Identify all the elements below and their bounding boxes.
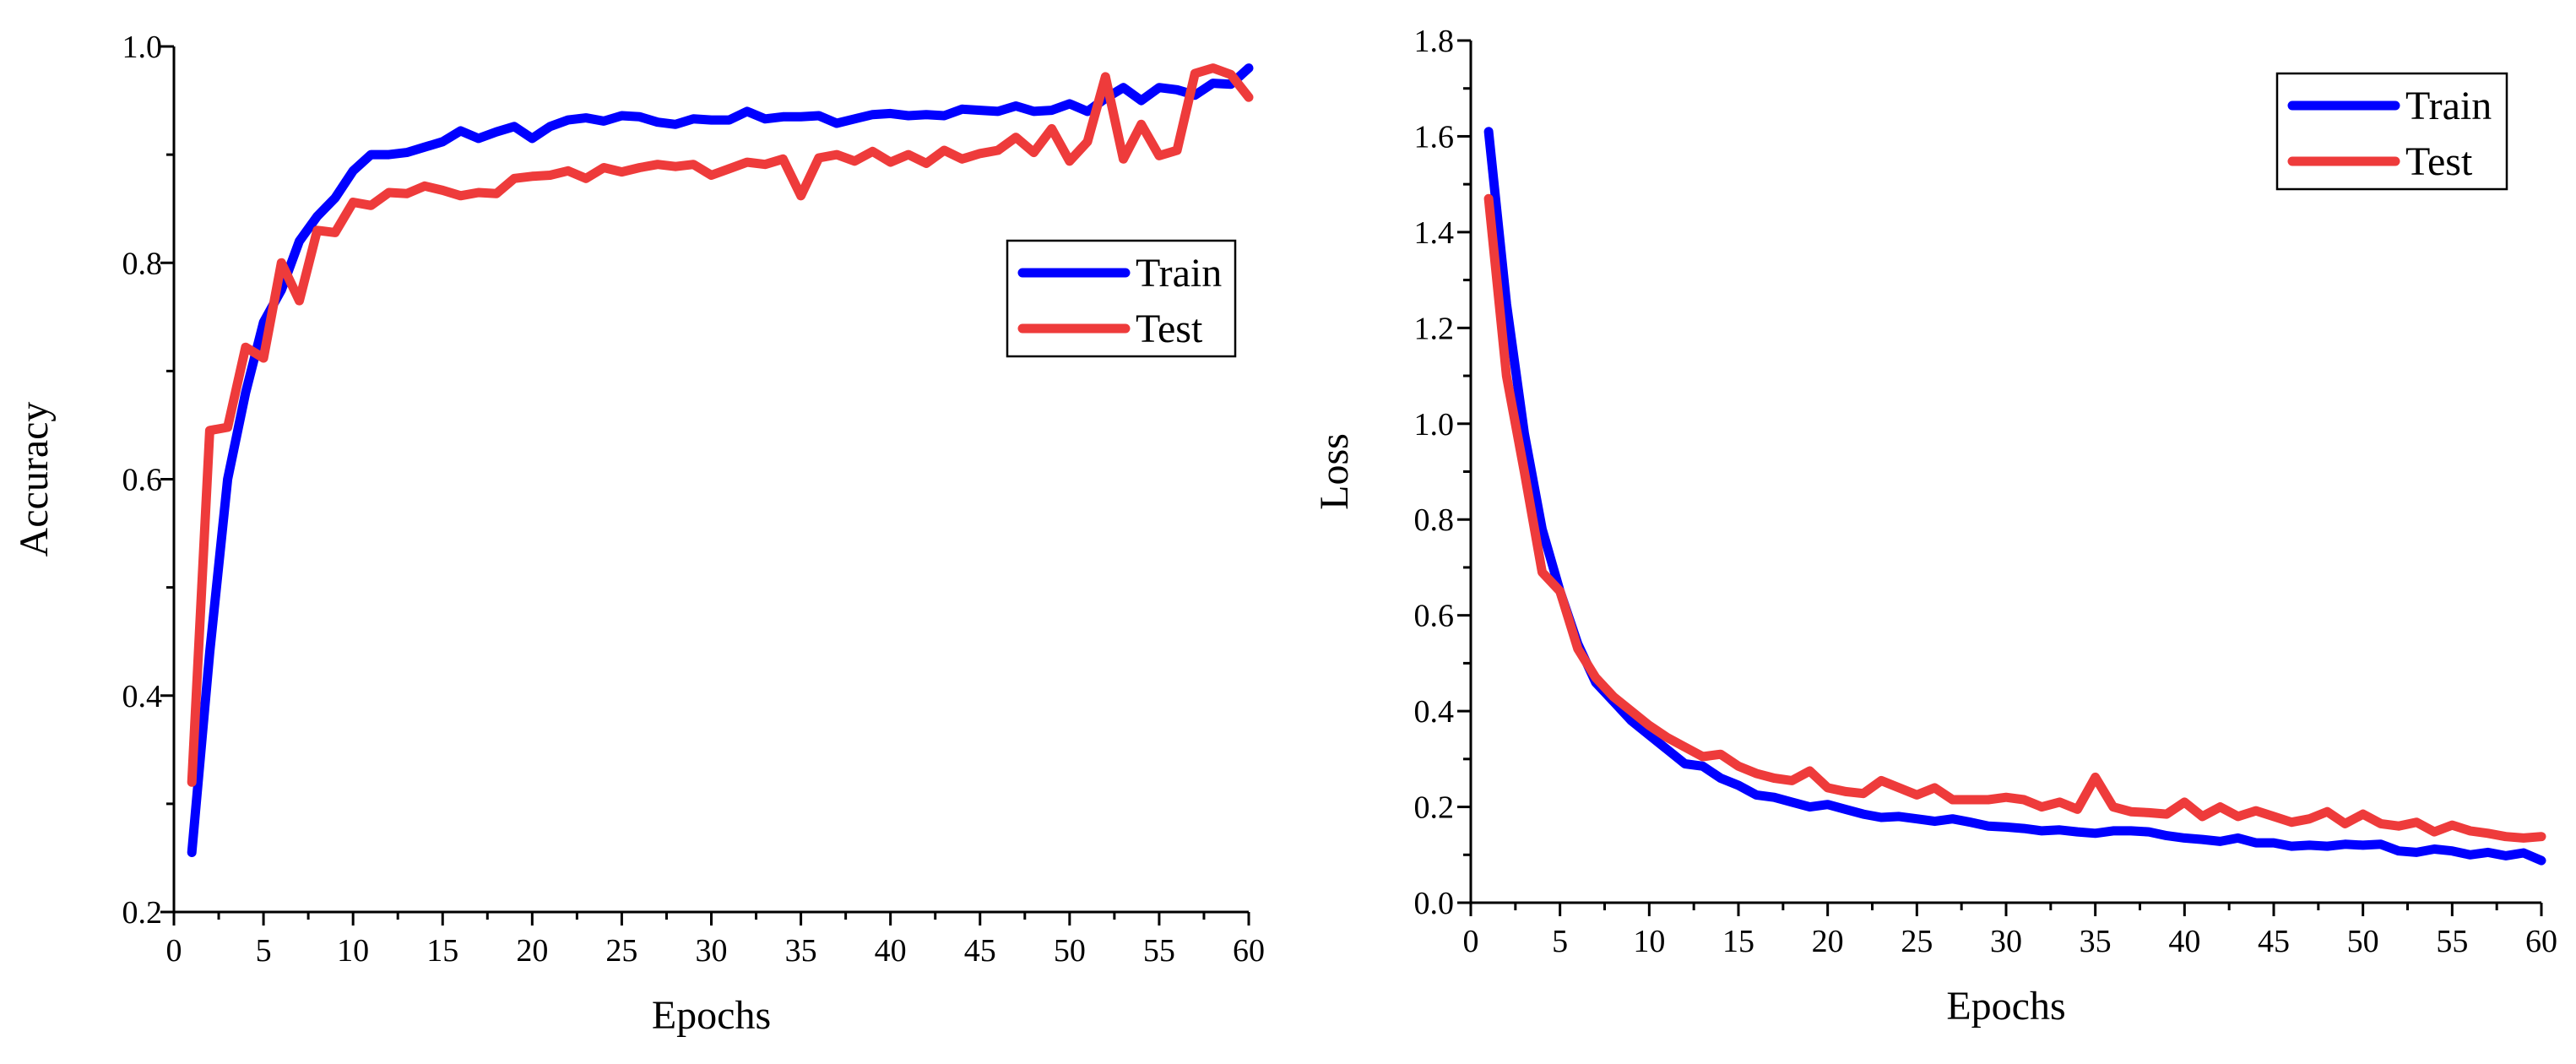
y-tick-label: 0.4 [122,679,163,714]
y-tick-label: 1.0 [1414,407,1455,442]
x-tick-label: 55 [1143,933,1175,969]
y-tick-label: 0.8 [1414,502,1455,538]
legend-label-test: Test [1136,307,1203,351]
y-tick-label: 1.8 [1414,24,1455,59]
x-tick-label: 5 [1552,924,1568,959]
x-tick-label: 40 [875,933,907,969]
y-tick-label: 1.6 [1414,119,1455,155]
x-tick-label: 20 [516,933,548,969]
x-tick-label: 40 [2168,924,2200,959]
loss-chart: 0 5 10 15 20 25 30 35 40 45 50 55 60 0.0 0.2 0.4 0.6 0.8 1… [1312,24,2557,1029]
series-line-test [187,63,1254,787]
x-tick-label: 25 [1901,924,1933,959]
x-tick-label: 25 [605,933,637,969]
x-axis-title: Epochs [652,993,771,1038]
legend-label-test: Test [2405,139,2473,184]
legend-box [1006,239,1237,358]
x-tick-label: 50 [2347,924,2379,959]
y-tick-label: 0.8 [122,246,163,281]
x-tick-label: 60 [1233,933,1265,969]
x-axis-title: Epochs [1946,984,2065,1029]
y-axis-title: Loss [1312,433,1357,510]
x-tick-label: 45 [964,933,996,969]
legend-label-train: Train [2405,84,2492,128]
legend-label-train: Train [1136,251,1222,296]
legend-box [2275,72,2508,191]
x-tick-label: 0 [1463,924,1479,959]
x-tick-label: 5 [256,933,272,969]
series-line-train [187,63,1254,857]
y-tick-label: 1.4 [1414,215,1455,251]
y-tick-label: 1.2 [1414,311,1455,346]
y-tick-label: 0.6 [1414,599,1455,634]
y-tick-label: 0.2 [1414,790,1455,826]
x-tick-label: 0 [166,933,182,969]
accuracy-chart: 0 5 10 15 20 25 30 35 40 45 50 55 60 0.2 0.4 0.6 0.8 1.0 E… [12,30,1265,1038]
x-tick-label: 35 [2080,924,2112,959]
series-line-train [1483,127,2546,866]
x-tick-label: 30 [696,933,728,969]
x-tick-label: 35 [785,933,817,969]
x-tick-label: 15 [426,933,458,969]
y-tick-label: 0.6 [122,463,163,498]
x-tick-label: 10 [1633,924,1665,959]
x-tick-label: 15 [1722,924,1754,959]
y-tick-label: 0.2 [122,895,163,931]
series-line-test [1483,193,2546,843]
y-axis-title: Accuracy [12,402,57,557]
legend: Train Test [1006,239,1237,358]
x-tick-label: 45 [2258,924,2290,959]
x-tick-label: 50 [1054,933,1086,969]
y-tick-label: 0.0 [1414,886,1455,921]
x-tick-label: 20 [1812,924,1844,959]
y-tick-label: 0.4 [1414,694,1455,730]
x-tick-label: 10 [337,933,369,969]
x-tick-label: 60 [2525,924,2557,959]
x-tick-label: 30 [1990,924,2022,959]
legend: Train Test [2275,72,2508,191]
y-tick-label: 1.0 [122,30,163,65]
x-tick-label: 55 [2436,924,2468,959]
